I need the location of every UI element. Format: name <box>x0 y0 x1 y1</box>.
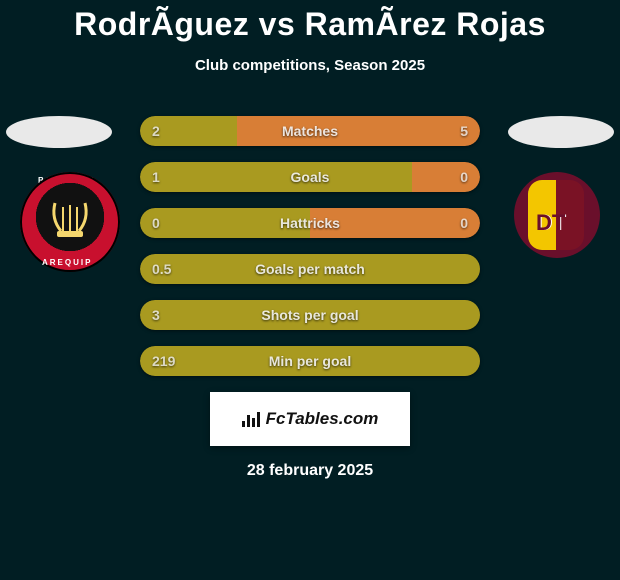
stat-label: Shots per goal <box>140 300 480 330</box>
stat-label: Matches <box>140 116 480 146</box>
left-crest-bottom-text: AREQUIP <box>42 258 92 267</box>
bars-icon <box>242 412 260 427</box>
stat-row: 10Goals <box>140 162 480 192</box>
stat-label: Goals <box>140 162 480 192</box>
page-title: RodrÃ­guez vs RamÃ­rez Rojas <box>0 0 620 43</box>
brand-text: FcTables.com <box>266 409 379 429</box>
right-crest-monogram: DT <box>536 210 565 236</box>
date-text: 28 february 2025 <box>0 462 620 480</box>
stat-row: 0.5Goals per match <box>140 254 480 284</box>
stat-label: Min per goal <box>140 346 480 376</box>
comparison-area: BC MELGA AREQUIP DT 25Matches10Goals00Ha… <box>0 116 620 376</box>
stat-row: 219Min per goal <box>140 346 480 376</box>
brand-logo: FcTables.com <box>242 409 379 429</box>
stat-label: Goals per match <box>140 254 480 284</box>
stat-row: 25Matches <box>140 116 480 146</box>
left-team-crest <box>20 172 120 272</box>
right-ellipse-decor <box>508 116 614 148</box>
right-team-crest: DT <box>514 172 600 258</box>
brand-card[interactable]: FcTables.com <box>210 392 410 446</box>
stat-row: 3Shots per goal <box>140 300 480 330</box>
lyre-icon <box>49 199 91 245</box>
stat-label: Hattricks <box>140 208 480 238</box>
subtitle: Club competitions, Season 2025 <box>0 57 620 74</box>
stats-bars-container: 25Matches 10Goals 00Hattricks 0.5Goals per … <box>140 116 480 376</box>
stat-row: 00Hattricks <box>140 208 480 238</box>
left-ellipse-decor <box>6 116 112 148</box>
